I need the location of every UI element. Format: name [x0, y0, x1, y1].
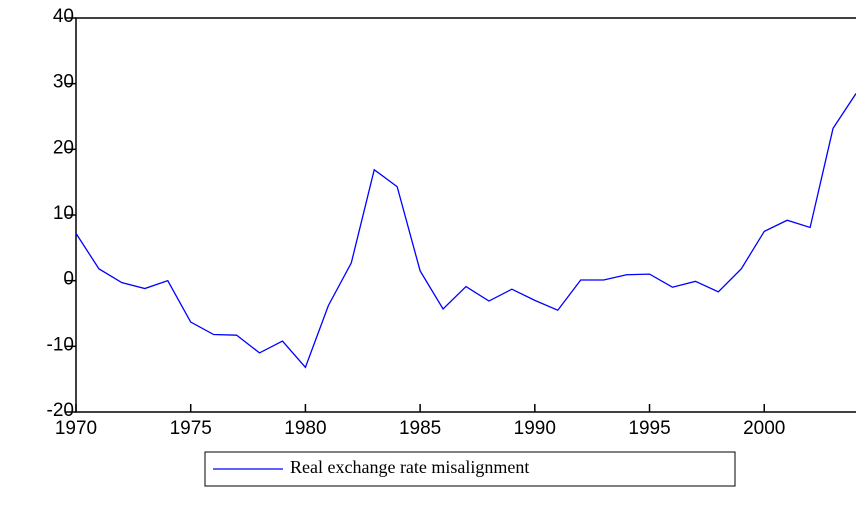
legend-label: Real exchange rate misalignment [290, 457, 529, 477]
x-tick-label: 1985 [399, 418, 441, 439]
y-tick-label: 20 [53, 137, 74, 158]
x-tick-label: 1975 [170, 418, 212, 439]
y-tick-label: 40 [53, 6, 74, 27]
x-tick-label: 1995 [628, 418, 670, 439]
data-line [75, 93, 856, 369]
y-tick-label: -10 [47, 334, 74, 355]
y-tick-label: 0 [63, 269, 74, 290]
plot-frame [75, 17, 856, 413]
x-tick-label: 1970 [55, 418, 97, 439]
y-tick-label: 30 [53, 72, 74, 93]
x-tick-label: 2000 [743, 418, 785, 439]
x-tick-label: 1980 [284, 418, 326, 439]
x-tick-label: 1990 [514, 418, 556, 439]
legend: Real exchange rate misalignment [204, 451, 736, 487]
legend-box [204, 451, 736, 487]
y-tick-label: 10 [53, 203, 74, 224]
y-tick-label: -20 [47, 400, 74, 421]
